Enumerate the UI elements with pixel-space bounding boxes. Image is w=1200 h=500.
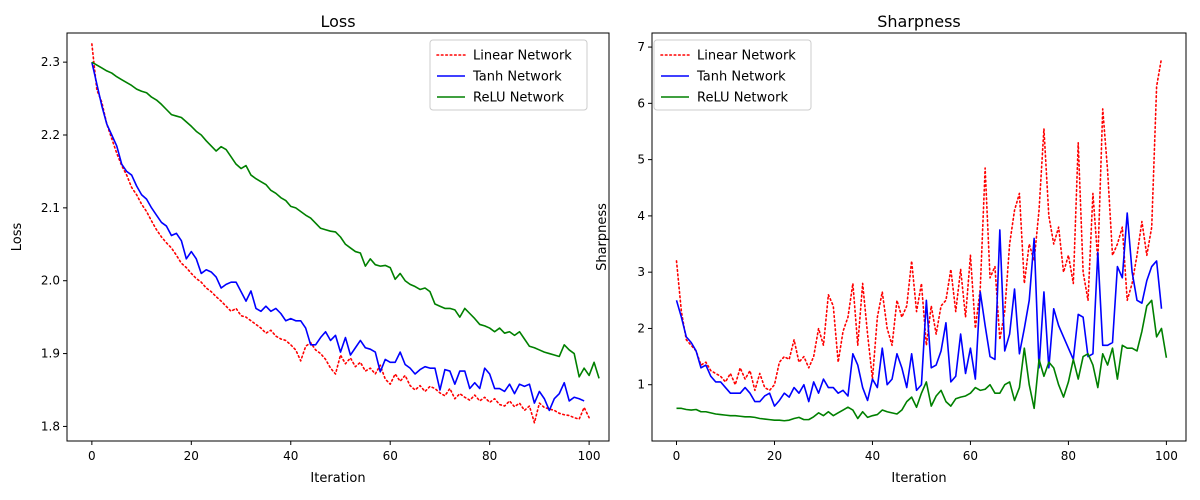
legend-box xyxy=(653,39,812,111)
y-tick-label: 2.1 xyxy=(41,201,60,215)
x-tick-label: 80 xyxy=(1061,449,1076,463)
legend-label: ReLU Network xyxy=(697,91,788,106)
legend-box xyxy=(429,39,588,111)
x-tick-label: 40 xyxy=(865,449,880,463)
legend: Linear Network Tanh Network ReLU Network xyxy=(429,39,588,111)
series-line-0 xyxy=(91,43,590,424)
axes-frame xyxy=(66,32,610,442)
series-line-1 xyxy=(675,212,1163,407)
y-tick-label: 2.2 xyxy=(41,128,60,142)
legend-label: Tanh Network xyxy=(696,70,786,85)
chart-title: Loss xyxy=(320,12,355,31)
legend-label: Linear Network xyxy=(697,49,796,64)
series-line-2 xyxy=(676,299,1168,422)
x-tick-label: 20 xyxy=(767,449,782,463)
y-tick-label: 2.3 xyxy=(41,55,60,69)
x-tick-label: 0 xyxy=(673,449,681,463)
x-tick-label: 40 xyxy=(283,449,298,463)
series-line-0 xyxy=(675,57,1163,392)
y-tick-label: 5 xyxy=(637,153,645,167)
x-axis-label: Iteration xyxy=(891,471,946,486)
x-tick-label: 60 xyxy=(383,449,398,463)
legend-label: Linear Network xyxy=(473,49,572,64)
x-tick-label: 60 xyxy=(963,449,978,463)
y-tick-label: 6 xyxy=(637,96,645,110)
x-tick-label: 0 xyxy=(88,449,96,463)
y-tick-label: 2 xyxy=(637,321,645,335)
y-tick-label: 2.0 xyxy=(41,274,60,288)
legend: Linear Network Tanh Network ReLU Network xyxy=(653,39,812,111)
chart-title: Sharpness xyxy=(877,12,961,31)
y-axis-label: Loss xyxy=(10,223,25,252)
series-line-2 xyxy=(91,61,600,379)
x-axis-label: Iteration xyxy=(310,471,365,486)
y-axis-label: Sharpness xyxy=(595,203,610,271)
series-line-1 xyxy=(91,61,585,412)
y-tick-label: 7 xyxy=(637,40,645,54)
axes-frame xyxy=(651,32,1187,442)
loss-chart-panel: Loss Iteration Loss 0 20 40 60 80 100 1.8 1.9 2.… xyxy=(10,12,610,486)
y-tick-label: 3 xyxy=(637,265,645,279)
y-tick-label: 1.8 xyxy=(41,419,60,433)
x-tick-label: 100 xyxy=(1155,449,1178,463)
y-tick-label: 4 xyxy=(637,209,645,223)
x-tick-label: 20 xyxy=(184,449,199,463)
x-tick-label: 100 xyxy=(578,449,601,463)
y-tick-label: 1.9 xyxy=(41,347,60,361)
sharpness-chart-panel: Sharpness Iteration Sharpness 0 20 40 60 80 1… xyxy=(595,12,1187,486)
legend-label: ReLU Network xyxy=(473,91,564,106)
x-tick-label: 80 xyxy=(482,449,497,463)
y-tick-label: 1 xyxy=(637,378,645,392)
legend-label: Tanh Network xyxy=(472,70,562,85)
